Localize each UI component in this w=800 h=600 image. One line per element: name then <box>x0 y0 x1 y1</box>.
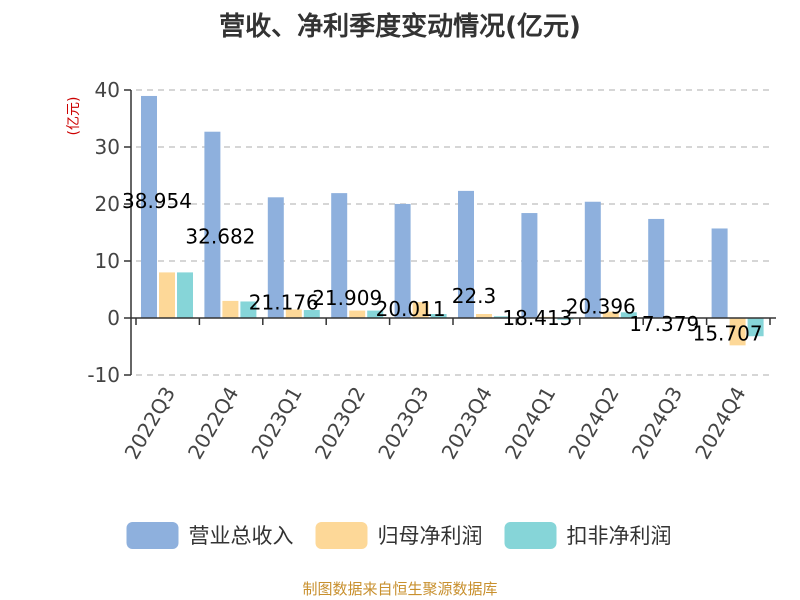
bar-2-2023Q2 <box>367 310 384 318</box>
x-tick-label: 2024Q2 <box>563 383 623 464</box>
bar-1-2023Q3 <box>412 302 429 318</box>
bar-0-2024Q3 <box>648 218 665 318</box>
bar-2-2022Q3 <box>177 272 193 318</box>
bar-2-2023Q3 <box>430 314 447 318</box>
bar-2-2022Q4 <box>240 301 257 318</box>
y-tick-label: 10 <box>95 249 120 273</box>
legend-swatch <box>315 522 368 549</box>
legend-label: 营业总收入 <box>189 524 294 548</box>
source-note: 制图数据来自恒生聚源数据库 <box>302 580 498 598</box>
data-label: 20.011 <box>376 297 446 321</box>
legend-swatch <box>126 522 179 549</box>
data-label: 17.379 <box>629 312 699 336</box>
y-tick-label: 20 <box>95 192 120 216</box>
bar-1-2023Q4 <box>476 314 492 318</box>
legend-label: 归母净利润 <box>378 524 483 548</box>
bar-0-2024Q2 <box>584 201 601 318</box>
data-label: 38.954 <box>122 189 192 213</box>
bar-2-2024Q1 <box>557 318 574 320</box>
data-label: 21.909 <box>312 286 382 310</box>
chart-title: 营收、净利季度变动情况(亿元) <box>219 12 581 42</box>
bar-1-2023Q1 <box>285 309 302 318</box>
y-tick-label: 30 <box>95 135 120 159</box>
x-tick-label: 2024Q4 <box>690 383 750 464</box>
bar-0-2023Q1 <box>267 197 284 318</box>
bar-0-2024Q1 <box>521 213 538 318</box>
x-tick-label: 2023Q3 <box>373 383 433 464</box>
legend-label: 扣非净利润 <box>567 524 672 548</box>
bar-1-2023Q2 <box>349 310 366 318</box>
y-tick-label: 0 <box>107 306 120 330</box>
y-tick-label: -10 <box>87 363 120 387</box>
bar-1-2022Q3 <box>159 272 175 318</box>
x-tick-label: 2024Q3 <box>627 383 687 464</box>
bar-0-2024Q4 <box>711 228 728 318</box>
x-tick-label: 2022Q4 <box>183 383 243 464</box>
bar-1-2024Q4 <box>729 318 746 346</box>
y-axis-label: (亿元) <box>66 97 82 136</box>
data-label: 20.396 <box>566 295 636 319</box>
legend-swatch <box>504 522 557 549</box>
data-label: 18.413 <box>502 306 572 330</box>
bar-0-2022Q3 <box>141 95 157 319</box>
data-label: 21.176 <box>249 290 319 314</box>
bar-2-2024Q2 <box>620 312 637 318</box>
y-tick-label: 40 <box>95 78 120 102</box>
x-tick-label: 2023Q1 <box>246 383 306 464</box>
x-tick-label: 2023Q4 <box>437 383 497 464</box>
bar-2-2023Q4 <box>494 316 510 318</box>
x-tick-label: 2024Q1 <box>500 383 560 464</box>
bar-2-2023Q1 <box>303 310 320 318</box>
data-label: 22.3 <box>452 284 497 308</box>
bar-0-2022Q4 <box>204 131 221 318</box>
data-label: 15.707 <box>693 321 763 345</box>
x-tick-label: 2022Q3 <box>120 383 180 464</box>
bar-0-2023Q3 <box>394 203 411 318</box>
bar-0-2023Q2 <box>331 193 348 318</box>
bar-2-2024Q4 <box>747 318 764 337</box>
bar-0-2023Q4 <box>458 190 474 318</box>
data-label: 32.682 <box>185 225 255 249</box>
bar-1-2022Q4 <box>222 300 239 318</box>
bar-1-2024Q2 <box>602 311 619 318</box>
x-tick-label: 2023Q2 <box>310 383 370 464</box>
